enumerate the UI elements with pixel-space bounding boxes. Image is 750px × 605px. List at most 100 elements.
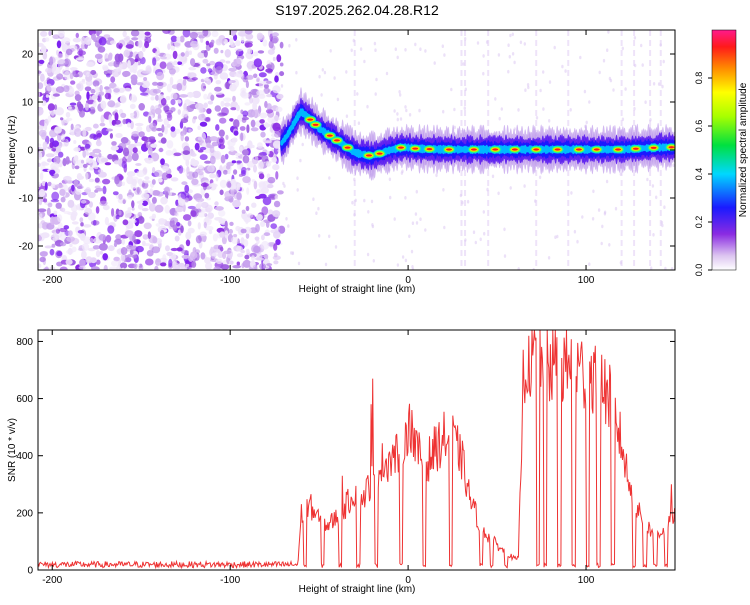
faint-dot [598,70,601,75]
noise-blob [182,30,191,38]
noise-blob [55,202,62,209]
noise-blob [266,64,272,69]
noise-blob [271,157,278,163]
noise-blob [194,142,200,151]
noise-blob [262,39,268,47]
noise-blob [154,204,164,213]
snr-axes: -200 -100 0 100 0 200 400 600 800 [16,330,675,586]
noise-blob [177,61,183,65]
faint-dot [404,48,407,52]
noise-blob [113,242,118,248]
peak-core [615,148,622,151]
noise-blob [44,266,49,270]
noise-blob [191,77,198,81]
faint-dot [591,217,595,221]
noise-blob [227,170,231,175]
noise-blob [267,49,275,55]
noise-blob [154,107,162,115]
noise-blob [97,171,107,178]
noise-blob [189,31,198,39]
noise-blob [267,214,276,222]
noise-blob [199,154,208,161]
noise-blob [176,247,183,252]
noise-blob [266,80,272,84]
noise-blob [205,40,210,46]
faint-dot [366,252,370,257]
peak-core [511,148,518,151]
noise-blob [88,178,95,183]
noise-blob [258,173,265,180]
noise-blob [123,37,130,41]
faint-dot [399,117,403,121]
noise-blob [273,200,281,208]
faint-dot [511,52,515,56]
snr-ytick-label: 800 [16,337,33,348]
noise-blob [39,251,48,257]
faint-dot [644,100,647,104]
noise-blob [65,259,73,265]
faint-dot [606,48,609,52]
faint-dot [353,177,356,182]
noise-blob [150,96,155,101]
noise-blob [273,252,278,258]
faint-dot [393,217,396,221]
noise-blob [209,146,215,154]
noise-blob [204,160,212,164]
noise-blob [269,194,277,200]
noise-blob [67,247,73,255]
noise-blob [245,169,249,178]
snr-ytick-label: 400 [16,451,33,462]
noise-blob [228,260,234,265]
noise-blob [81,36,86,46]
noise-blob [63,85,70,93]
noise-blob [224,49,231,58]
noise-blob [226,164,231,170]
faint-dot [318,74,321,79]
faint-dot [323,70,327,75]
noise-blob [38,70,42,74]
noise-blob [73,147,81,152]
noise-blob [272,164,280,171]
noise-blob [38,162,41,167]
noise-blob [134,58,139,63]
noise-blob [79,217,84,223]
noise-blob [120,253,126,262]
faint-dot [597,208,601,212]
faint-dot [509,33,512,38]
faint-dot [517,267,520,270]
noise-blob [134,230,143,238]
noise-blob [65,156,70,165]
noise-blob [187,72,192,79]
noise-blob [234,152,241,157]
noise-blob [55,145,61,154]
noise-blob [204,216,210,224]
noise-blob [279,71,285,77]
faint-dot [592,189,595,194]
noise-blob [190,158,196,165]
noise-blob [240,36,245,43]
faint-dot [539,88,542,93]
noise-blob [60,242,67,247]
noise-blob [161,124,165,133]
noise-blob [49,248,55,256]
noise-blob [121,181,126,186]
noise-blob [92,148,102,154]
faint-dot [295,38,298,42]
spectrogram-xtick-label: 100 [578,275,595,286]
noise-blob [170,217,179,224]
noise-blob [76,83,82,90]
noise-blob [245,205,250,212]
noise-blob [102,178,111,185]
noise-blob [233,58,242,67]
noise-blob [204,192,210,199]
noise-blob [202,30,209,37]
colorbar-tick-label: 0.8 [694,72,704,85]
faint-dot [523,184,526,188]
peak-core [412,147,419,150]
noise-blob [130,30,140,37]
noise-blob [54,126,62,134]
noise-blob [107,225,115,234]
noise-blob [233,234,238,238]
noise-blob [166,251,173,257]
faint-dot [356,92,359,96]
